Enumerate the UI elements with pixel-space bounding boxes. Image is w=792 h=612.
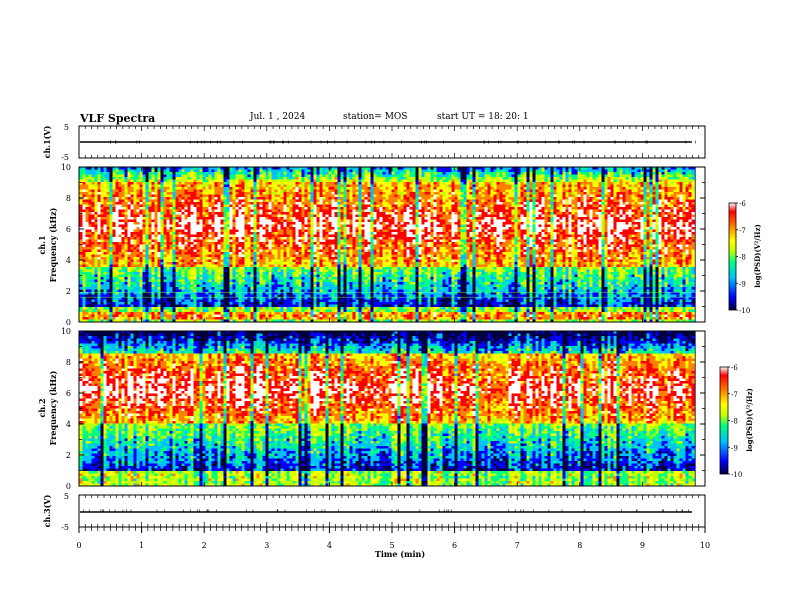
- ch1-wave-ytick-bottom: -5: [61, 153, 69, 162]
- time-tick-label: 9: [640, 541, 645, 550]
- freq-tick-label: 2: [66, 287, 71, 296]
- colorbar-tick-label: -7: [731, 391, 738, 399]
- freq-tick-label: 4: [66, 256, 71, 265]
- x-axis-label: Time (min): [375, 549, 425, 559]
- freq-tick-label: 8: [66, 194, 71, 203]
- freq-tick-label: 10: [61, 327, 71, 336]
- time-tick-label: 3: [264, 541, 269, 550]
- colorbar-tick-label: -6: [731, 364, 738, 372]
- time-tick-label: 7: [515, 541, 520, 550]
- ch1-colorbar: -6 -7 -8 -9 -10 log(PSD)(V²/Hz): [729, 200, 762, 315]
- ch3-wave-ytick-bottom: -5: [61, 523, 69, 532]
- freq-tick-label: 6: [66, 225, 71, 234]
- freq-tick-label: 0: [66, 482, 71, 491]
- ch2-colorbar: -6 -7 -8 -9 -10 log(PSD)(V²/Hz): [720, 364, 754, 479]
- colorbar-tick-label: -9: [739, 280, 746, 288]
- colorbar-tick-label: -7: [739, 227, 746, 235]
- ch1-spectrogram-panel: 0 2 4 6 8 10 ch.1 Frequency (kHz): [37, 163, 705, 327]
- time-tick-label: 10: [700, 541, 710, 550]
- ch2-colorbar-label: log(PSD)(V²/Hz): [745, 388, 754, 452]
- ch1-waveform-panel: 5 -5 ch.1(V): [42, 123, 705, 162]
- colorbar-tick-label: -10: [739, 307, 750, 315]
- ch2-spec-ylabel-a: ch.2: [37, 398, 47, 417]
- freq-tick-label: 10: [61, 163, 71, 172]
- colorbar-tick-label: -10: [731, 471, 742, 479]
- time-tick-label: 1: [139, 541, 144, 550]
- freq-tick-label: 4: [66, 420, 71, 429]
- freq-tick-label: 8: [66, 358, 71, 367]
- colorbar-tick-label: -9: [731, 444, 738, 452]
- ch2-spectrogram-panel: 0 2 4 6 8 10 ch.2 Frequency (kHz): [37, 327, 705, 491]
- time-tick-label: 4: [327, 541, 332, 550]
- colorbar-tick-label: -6: [739, 200, 746, 208]
- ch3-wave-ytick-top: 5: [64, 492, 69, 501]
- ch1-spec-ylabel-b: Frequency (kHz): [48, 207, 58, 282]
- ch3-waveform-panel: 5 -5 ch.3(V): [42, 492, 705, 532]
- freq-tick-label: 6: [66, 389, 71, 398]
- time-tick-label: 6: [452, 541, 457, 550]
- ch2-spec-ylabel-b: Frequency (kHz): [48, 370, 58, 445]
- time-tick-label: 0: [76, 541, 81, 550]
- ch1-spec-ylabel-a: ch.1: [37, 235, 47, 254]
- colorbar-tick-label: -8: [739, 254, 746, 262]
- time-tick-label: 2: [202, 541, 207, 550]
- colorbar-tick-label: -8: [731, 418, 738, 426]
- ch1-wave-ylabel: ch.1(V): [42, 125, 52, 158]
- ch1-spectrogram-heatmap: [80, 167, 696, 322]
- ch1-colorbar-label: log(PSD)(V²/Hz): [753, 224, 762, 288]
- ch3-wave-ylabel: ch.3(V): [42, 494, 52, 527]
- freq-tick-label: 2: [66, 451, 71, 460]
- time-tick-label: 8: [577, 541, 582, 550]
- ch2-spectrogram-heatmap: [80, 331, 696, 486]
- ch1-wave-ytick-top: 5: [64, 123, 69, 132]
- freq-tick-label: 0: [66, 318, 71, 327]
